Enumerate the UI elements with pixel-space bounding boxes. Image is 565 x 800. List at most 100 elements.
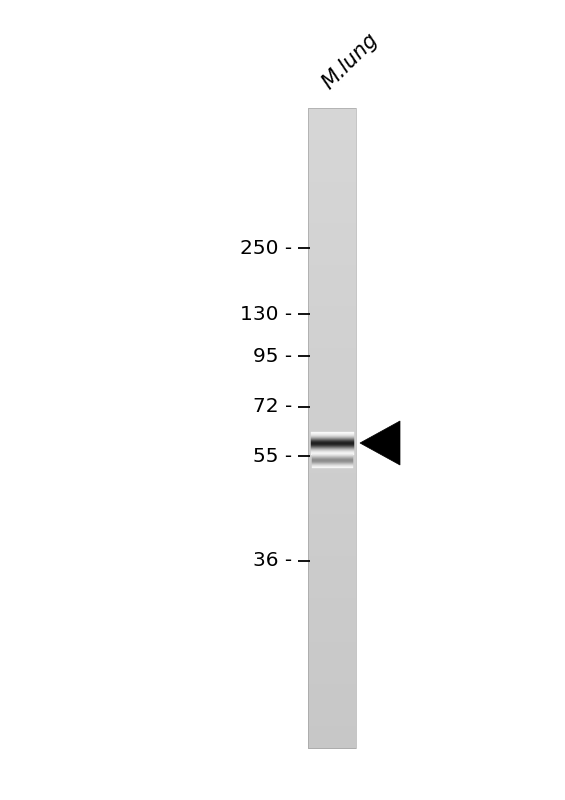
Text: M.lung: M.lung: [318, 30, 381, 93]
Bar: [308, 310, 356, 314]
Bar: [308, 460, 356, 464]
Bar: [308, 210, 356, 214]
Bar: [308, 537, 356, 541]
Bar: [308, 124, 356, 128]
Bar: [308, 428, 356, 432]
Bar: [308, 546, 356, 550]
Bar: [308, 383, 356, 387]
Bar: [308, 732, 356, 736]
Bar: [308, 393, 356, 397]
Bar: [308, 361, 356, 365]
Bar: [308, 233, 356, 237]
Bar: [308, 364, 356, 368]
Bar: [308, 610, 356, 614]
Bar: [308, 178, 356, 182]
Bar: [308, 108, 356, 748]
Bar: [308, 326, 356, 330]
Bar: [308, 329, 356, 333]
Bar: [308, 415, 356, 419]
Bar: [308, 690, 356, 694]
Bar: [308, 217, 356, 221]
Bar: [308, 441, 356, 445]
Bar: [308, 655, 356, 659]
Bar: [308, 710, 356, 714]
Bar: [308, 735, 356, 739]
Bar: [308, 658, 356, 662]
Bar: [308, 553, 356, 557]
Bar: [308, 508, 356, 512]
Bar: [308, 313, 356, 317]
Bar: [308, 588, 356, 592]
Bar: [308, 396, 356, 400]
Bar: [308, 518, 356, 522]
Bar: [308, 390, 356, 394]
Bar: [308, 425, 356, 429]
Bar: [308, 630, 356, 634]
Bar: [308, 386, 356, 390]
Bar: [308, 297, 356, 301]
Bar: [308, 236, 356, 240]
Bar: [308, 559, 356, 563]
Bar: [308, 646, 356, 650]
Bar: [308, 290, 356, 294]
Bar: [308, 562, 356, 566]
Bar: [308, 409, 356, 413]
Bar: [308, 495, 356, 499]
Bar: [308, 665, 356, 669]
Bar: [308, 399, 356, 403]
Bar: [308, 118, 356, 122]
Bar: [308, 502, 356, 506]
Bar: [308, 498, 356, 502]
Bar: [308, 534, 356, 538]
Bar: [308, 489, 356, 493]
Bar: [308, 633, 356, 637]
Bar: [308, 575, 356, 579]
Bar: [308, 140, 356, 144]
Bar: [308, 377, 356, 381]
Bar: [308, 722, 356, 726]
Bar: [308, 194, 356, 198]
Bar: [308, 316, 356, 320]
Bar: [308, 172, 356, 176]
Bar: [308, 447, 356, 451]
Bar: [308, 166, 356, 170]
Text: 250 -: 250 -: [240, 238, 292, 258]
Bar: [308, 569, 356, 573]
Bar: [308, 476, 356, 480]
Bar: [308, 726, 356, 730]
Bar: [308, 652, 356, 656]
Bar: [308, 143, 356, 147]
Bar: [308, 367, 356, 371]
Bar: [308, 121, 356, 125]
Bar: [308, 153, 356, 157]
Bar: [308, 438, 356, 442]
Bar: [308, 671, 356, 675]
Bar: [308, 226, 356, 230]
Bar: [308, 511, 356, 515]
Bar: [308, 521, 356, 525]
Bar: [308, 220, 356, 224]
Bar: [308, 351, 356, 355]
Bar: [308, 130, 356, 134]
Bar: [308, 230, 356, 234]
Bar: [308, 354, 356, 358]
Bar: [308, 482, 356, 486]
Bar: [308, 114, 356, 118]
Text: 36 -: 36 -: [253, 551, 292, 570]
Bar: [308, 457, 356, 461]
Bar: [308, 265, 356, 269]
Bar: [308, 198, 356, 202]
Bar: [308, 127, 356, 131]
Bar: [308, 342, 356, 346]
Bar: [308, 697, 356, 701]
Bar: [308, 252, 356, 256]
Bar: [308, 572, 356, 576]
Bar: [308, 492, 356, 496]
Bar: [308, 431, 356, 435]
Bar: [308, 150, 356, 154]
Bar: [308, 729, 356, 733]
Bar: [308, 620, 356, 624]
Bar: [308, 255, 356, 259]
Bar: [308, 745, 356, 749]
Text: 95 -: 95 -: [253, 346, 292, 366]
